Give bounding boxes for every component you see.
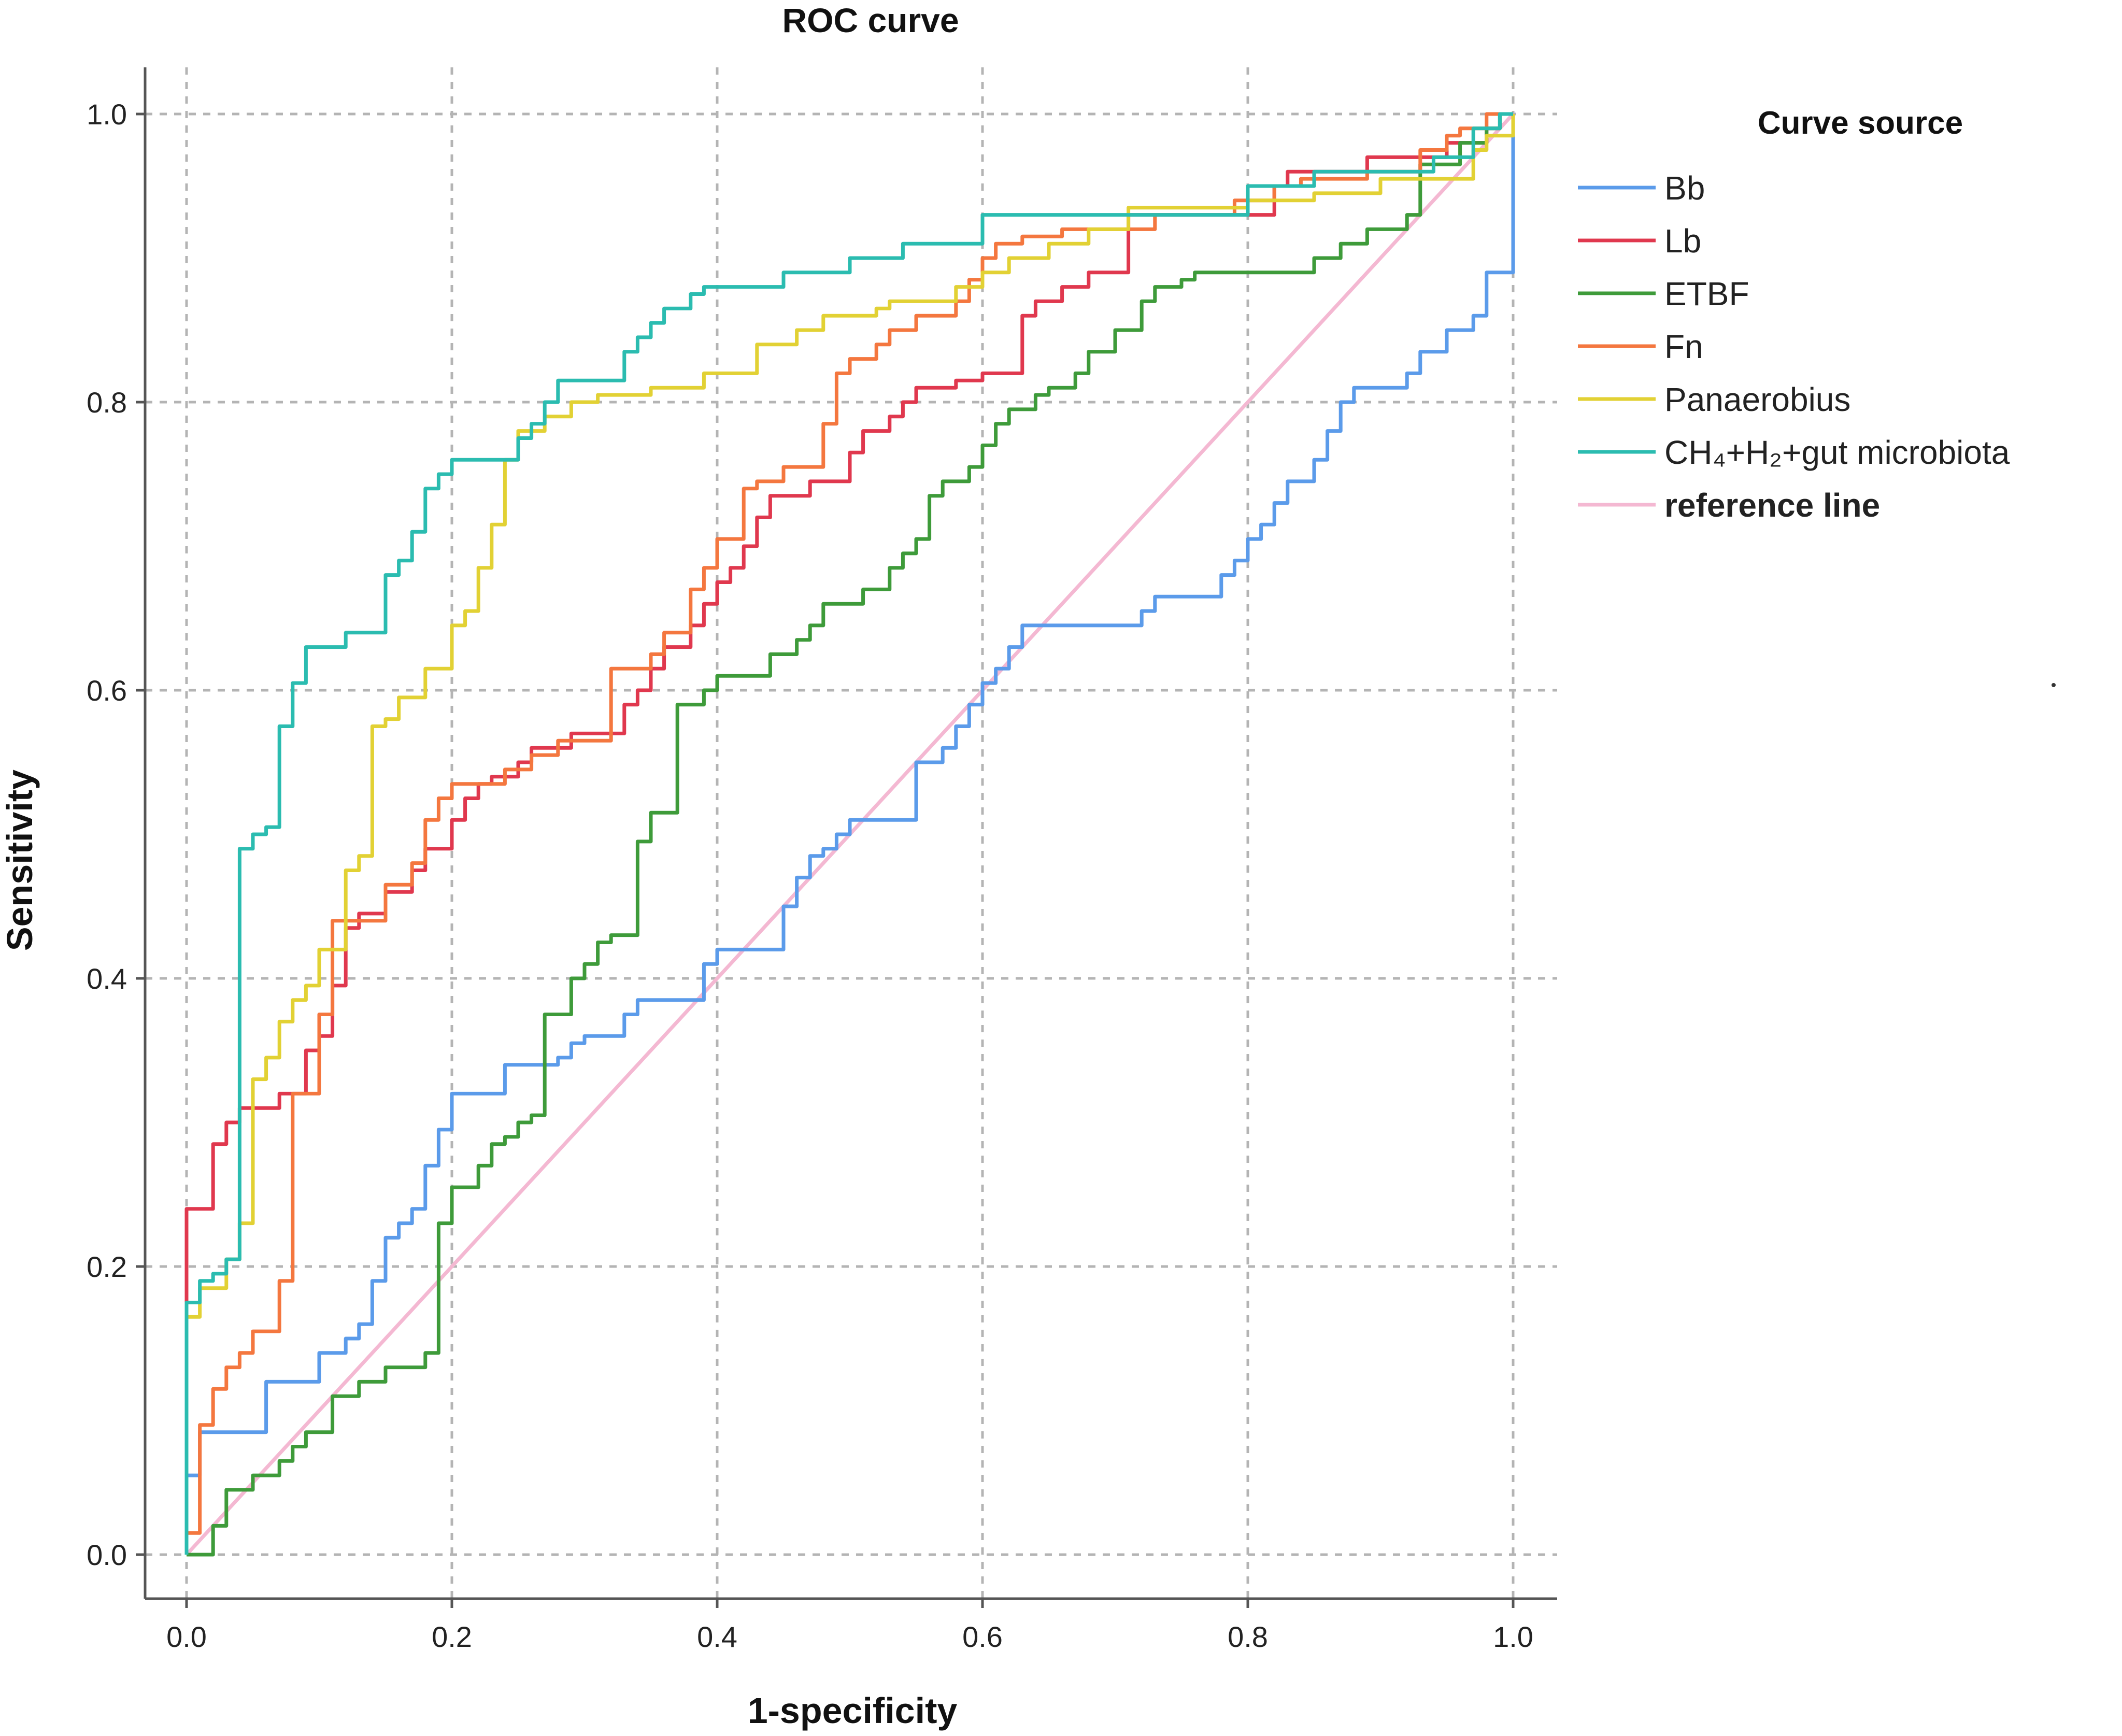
x-tick-label: 0.4 — [697, 1620, 737, 1653]
legend-title: Curve source — [1758, 105, 1963, 141]
plot-frame — [144, 67, 1557, 1600]
x-tick-label: 1.0 — [1493, 1620, 1533, 1653]
legend-label-lb: Lb — [1664, 222, 1701, 260]
x-tick-label: 0.2 — [432, 1620, 472, 1653]
legend: Curve source Bb Lb ETBF Fn Panaerobius CH₄+H₂… — [1578, 105, 2010, 524]
series-line-etbf — [187, 112, 1513, 1557]
y-tick-label: 0.6 — [87, 674, 127, 707]
chart-title: ROC curve — [782, 1, 959, 39]
series-line-bb — [184, 114, 1515, 1555]
y-tick-label: 0.8 — [87, 386, 127, 419]
legend-label-etbf: ETBF — [1664, 275, 1749, 312]
x-tick-label: 0.6 — [962, 1620, 1003, 1653]
x-axis-ticks: 0.0 0.2 0.4 0.6 0.8 1.0 — [166, 1599, 1533, 1653]
y-tick-label: 0.2 — [87, 1250, 127, 1283]
x-tick-label: 0.8 — [1228, 1620, 1268, 1653]
y-tick-label: 0.0 — [87, 1539, 127, 1571]
legend-label-bb: Bb — [1664, 169, 1705, 207]
series-line-ch-h-gut-microbiota — [184, 112, 1513, 1555]
legend-label-panaerobius: Panaerobius — [1664, 381, 1850, 418]
x-axis-title: 1-specificity — [748, 1690, 958, 1731]
legend-label-reference-line: reference line — [1664, 487, 1880, 524]
stray-dot — [2052, 683, 2056, 687]
y-tick-label: 1.0 — [87, 98, 127, 131]
x-tick-label: 0.0 — [166, 1620, 207, 1653]
series-layer — [184, 112, 1515, 1557]
legend-label-ch-h-gut-microbiota: CH₄+H₂+gut microbiota — [1664, 434, 2010, 471]
y-tick-label: 0.4 — [87, 962, 127, 995]
y-axis-ticks: 0.0 0.2 0.4 0.6 0.8 1.0 — [87, 98, 145, 1571]
grid-lines — [145, 67, 1557, 1599]
legend-label-fn: Fn — [1664, 328, 1703, 365]
y-axis-title: Sensitivity — [0, 770, 40, 951]
